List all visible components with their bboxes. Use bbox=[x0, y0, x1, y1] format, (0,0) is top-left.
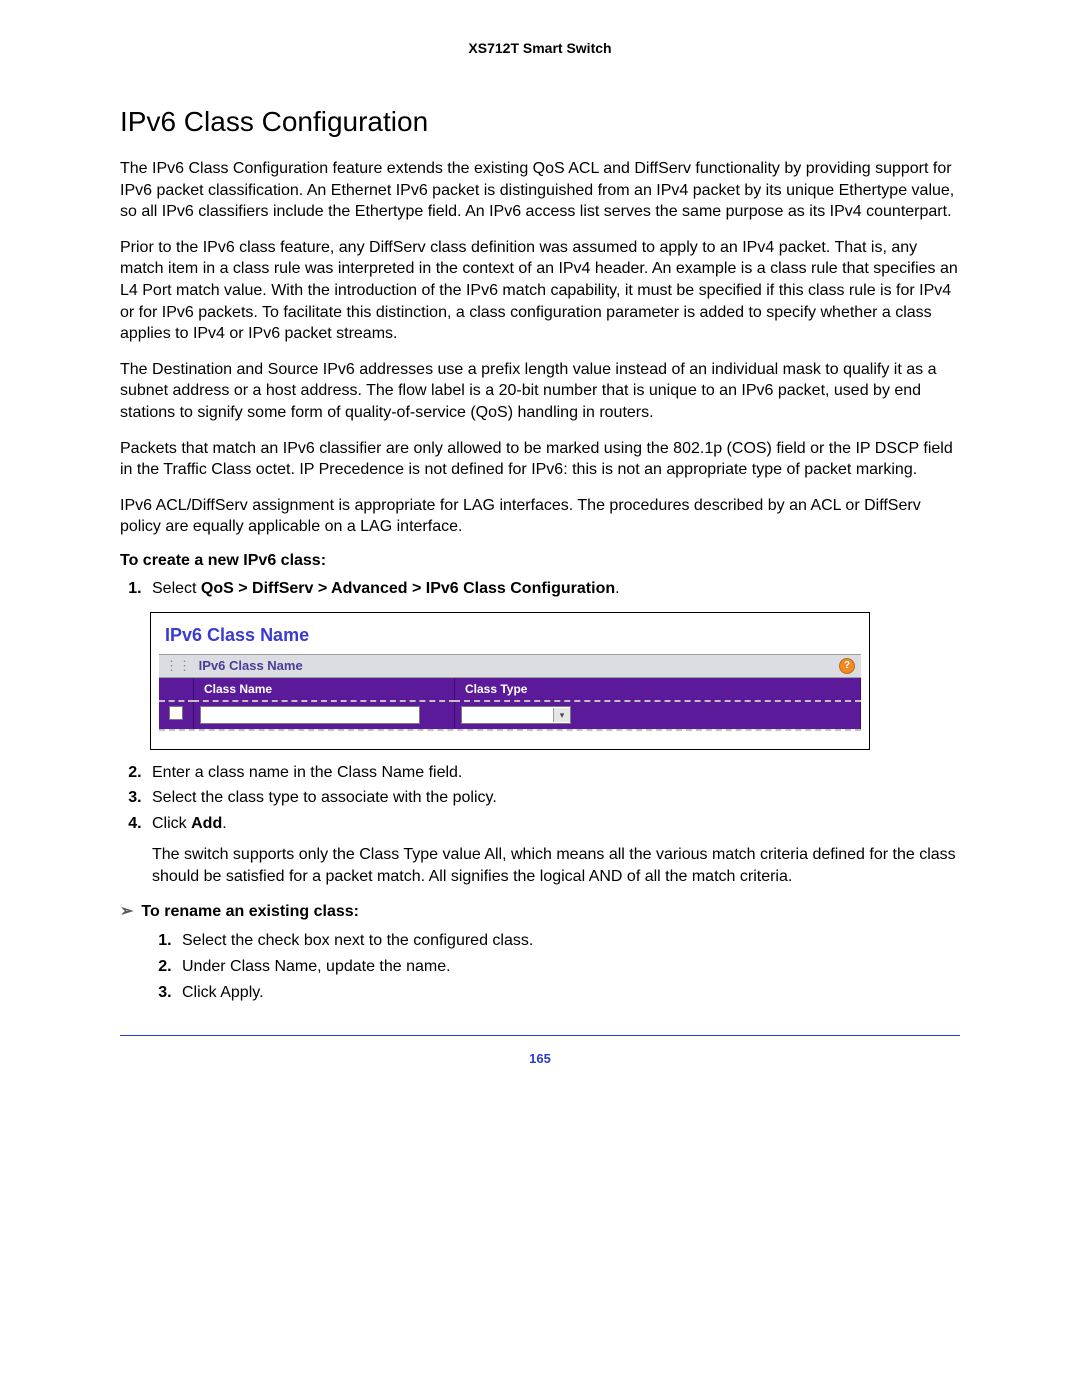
paragraph-4: Packets that match an IPv6 classifier ar… bbox=[120, 438, 960, 481]
header-checkbox-col bbox=[159, 678, 194, 701]
procedure1-list: Select QoS > DiffServ > Advanced > IPv6 … bbox=[120, 578, 960, 600]
row-checkbox-cell bbox=[159, 701, 194, 729]
header-class-name: Class Name bbox=[194, 678, 455, 701]
ui-table: Class Name Class Type ▾ bbox=[159, 678, 861, 729]
document-page: XS712T Smart Switch IPv6 Class Configura… bbox=[0, 0, 1080, 1106]
paragraph-1: The IPv6 Class Configuration feature ext… bbox=[120, 158, 960, 223]
row-class-type-cell: ▾ bbox=[455, 701, 861, 729]
row-checkbox[interactable] bbox=[169, 706, 183, 720]
page-number: 165 bbox=[120, 1051, 960, 1066]
ui-sub-titlebar: ⋮⋮ IPv6 Class Name ? bbox=[159, 654, 861, 678]
ui-table-header: Class Name Class Type bbox=[159, 678, 861, 701]
ui-table-row: ▾ bbox=[159, 701, 861, 729]
procedure2-step3: Click Apply. bbox=[176, 981, 960, 1005]
section-title: IPv6 Class Configuration bbox=[120, 106, 960, 138]
procedure1-heading: To create a new IPv6 class: bbox=[120, 552, 960, 570]
procedure2-heading-line: ➢ To rename an existing class: bbox=[120, 901, 960, 921]
procedure2-list: Select the check box next to the configu… bbox=[150, 929, 960, 1005]
ui-sub-title: IPv6 Class Name bbox=[199, 658, 303, 673]
paragraph-3: The Destination and Source IPv6 addresse… bbox=[120, 359, 960, 424]
grip-icon: ⋮⋮ bbox=[165, 658, 191, 673]
procedure1-step3: Select the class type to associate with … bbox=[146, 787, 960, 809]
footer-rule bbox=[120, 1035, 960, 1036]
step1-bold: QoS > DiffServ > Advanced > IPv6 Class C… bbox=[201, 580, 615, 597]
procedure2-step2: Under Class Name, update the name. bbox=[176, 955, 960, 979]
class-type-select[interactable]: ▾ bbox=[461, 706, 571, 724]
paragraph-2: Prior to the IPv6 class feature, any Dif… bbox=[120, 237, 960, 345]
class-name-input[interactable] bbox=[200, 706, 420, 724]
procedure1-step4: Click Add. bbox=[146, 813, 960, 835]
ui-sub-title-wrap: ⋮⋮ IPv6 Class Name bbox=[165, 658, 303, 674]
step1-suffix: . bbox=[615, 580, 619, 597]
procedure1-step2: Enter a class name in the Class Name fie… bbox=[146, 762, 960, 784]
arrow-icon: ➢ bbox=[120, 903, 133, 920]
step4-suffix: . bbox=[222, 815, 226, 832]
step4-prefix: Click bbox=[152, 815, 191, 832]
header-class-type: Class Type bbox=[455, 678, 861, 701]
chevron-down-icon: ▾ bbox=[553, 708, 570, 722]
ui-screenshot-panel: IPv6 Class Name ⋮⋮ IPv6 Class Name ? Cla… bbox=[150, 612, 870, 750]
dashed-divider bbox=[159, 729, 861, 731]
procedure1-list-cont: Enter a class name in the Class Name fie… bbox=[120, 762, 960, 835]
procedure2-heading: To rename an existing class: bbox=[141, 903, 359, 920]
help-icon[interactable]: ? bbox=[839, 658, 855, 674]
procedure1-step4-extra: The switch supports only the Class Type … bbox=[152, 844, 960, 887]
step1-prefix: Select bbox=[152, 580, 201, 597]
ui-panel-title: IPv6 Class Name bbox=[159, 621, 861, 654]
procedure1-step1: Select QoS > DiffServ > Advanced > IPv6 … bbox=[146, 578, 960, 600]
row-class-name-cell bbox=[194, 701, 455, 729]
paragraph-5: IPv6 ACL/DiffServ assignment is appropri… bbox=[120, 495, 960, 538]
procedure2-step1: Select the check box next to the configu… bbox=[176, 929, 960, 953]
doc-header: XS712T Smart Switch bbox=[120, 40, 960, 56]
step4-bold: Add bbox=[191, 815, 222, 832]
